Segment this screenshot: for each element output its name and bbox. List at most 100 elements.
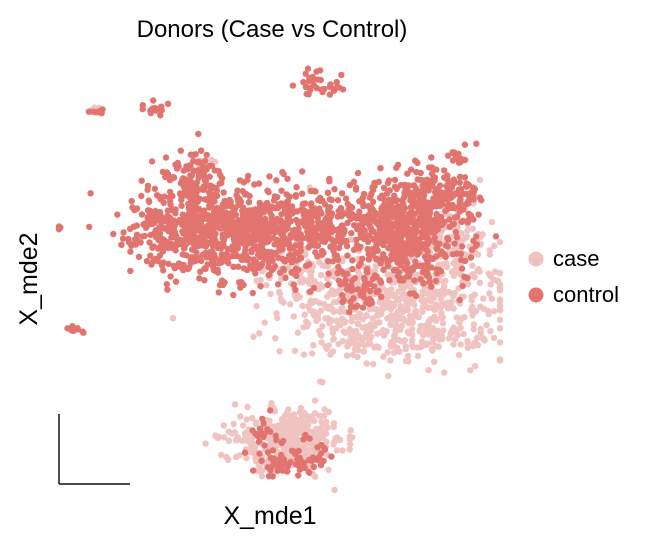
point-control (338, 236, 346, 243)
point-case (318, 271, 325, 279)
point-control (334, 197, 342, 204)
point-control (224, 245, 232, 253)
point-control (199, 242, 206, 249)
point-case (470, 326, 477, 333)
point-case (457, 324, 464, 332)
point-control (338, 190, 346, 197)
point-case (351, 346, 359, 353)
point-case (220, 434, 228, 441)
point-control (212, 267, 219, 275)
legend-label-case: case (553, 246, 599, 271)
point-case (368, 327, 375, 334)
point-control (335, 263, 342, 271)
point-control (80, 329, 87, 336)
point-case (430, 294, 437, 302)
point-control (360, 294, 367, 301)
point-control (90, 108, 97, 115)
point-control (425, 274, 433, 281)
point-control (456, 296, 463, 304)
point-control (318, 441, 325, 449)
point-case (372, 263, 380, 270)
point-case (225, 428, 232, 435)
point-case (439, 320, 447, 327)
point-case (312, 473, 319, 480)
point-control (317, 67, 324, 74)
point-case (469, 307, 476, 314)
point-case (355, 341, 362, 348)
point-control (281, 460, 288, 468)
point-control (416, 262, 423, 270)
point-control (139, 102, 146, 109)
point-control (403, 266, 411, 273)
point-control (199, 226, 206, 234)
point-case (405, 319, 412, 327)
point-case (443, 263, 451, 271)
point-control (148, 158, 156, 165)
point-control (132, 241, 139, 248)
point-case (330, 420, 338, 427)
point-control (256, 450, 263, 457)
point-control (289, 253, 297, 260)
point-control (310, 284, 318, 292)
point-case (250, 333, 257, 340)
point-control (206, 249, 214, 256)
point-case (402, 346, 409, 353)
point-control (355, 245, 363, 252)
point-control (261, 255, 268, 262)
point-case (447, 303, 455, 310)
point-control (269, 225, 276, 232)
point-control (380, 266, 387, 273)
point-control (257, 283, 264, 290)
point-control (279, 246, 286, 253)
point-control (329, 258, 337, 265)
point-control (326, 91, 334, 98)
point-control (148, 261, 155, 268)
point-control (233, 231, 240, 238)
point-control (432, 239, 439, 246)
point-control (415, 242, 422, 249)
point-control (388, 220, 395, 227)
point-control (464, 275, 471, 282)
point-case (354, 320, 361, 327)
point-case (479, 231, 486, 238)
point-case (225, 437, 233, 445)
point-case (370, 305, 378, 313)
point-control (191, 246, 198, 253)
point-case (421, 329, 429, 336)
point-control (458, 243, 466, 250)
point-control (324, 224, 331, 232)
point-control (118, 241, 125, 248)
point-control (448, 204, 456, 211)
point-control (395, 203, 403, 210)
point-control (400, 252, 407, 259)
point-control (114, 211, 121, 218)
point-control (449, 251, 457, 258)
point-control (254, 432, 261, 440)
point-case (416, 327, 423, 334)
point-case (248, 436, 255, 444)
point-control (469, 187, 476, 195)
point-control (388, 230, 395, 238)
point-control (325, 234, 332, 242)
point-control (446, 216, 453, 223)
point-control (461, 156, 469, 164)
point-control (330, 87, 338, 94)
point-control (248, 248, 255, 256)
point-control (154, 245, 162, 252)
point-control (397, 241, 404, 248)
point-control (364, 232, 372, 239)
point-control (376, 222, 384, 230)
point-control (170, 225, 178, 233)
point-control (256, 425, 264, 432)
point-control (209, 183, 216, 190)
point-control (152, 207, 159, 215)
point-control (178, 202, 185, 209)
point-control (157, 212, 164, 219)
point-case (309, 417, 316, 424)
point-control (190, 254, 197, 262)
point-control (308, 218, 315, 225)
point-control (213, 187, 220, 194)
point-case (388, 271, 395, 279)
point-control (221, 224, 229, 231)
point-case (248, 442, 255, 449)
